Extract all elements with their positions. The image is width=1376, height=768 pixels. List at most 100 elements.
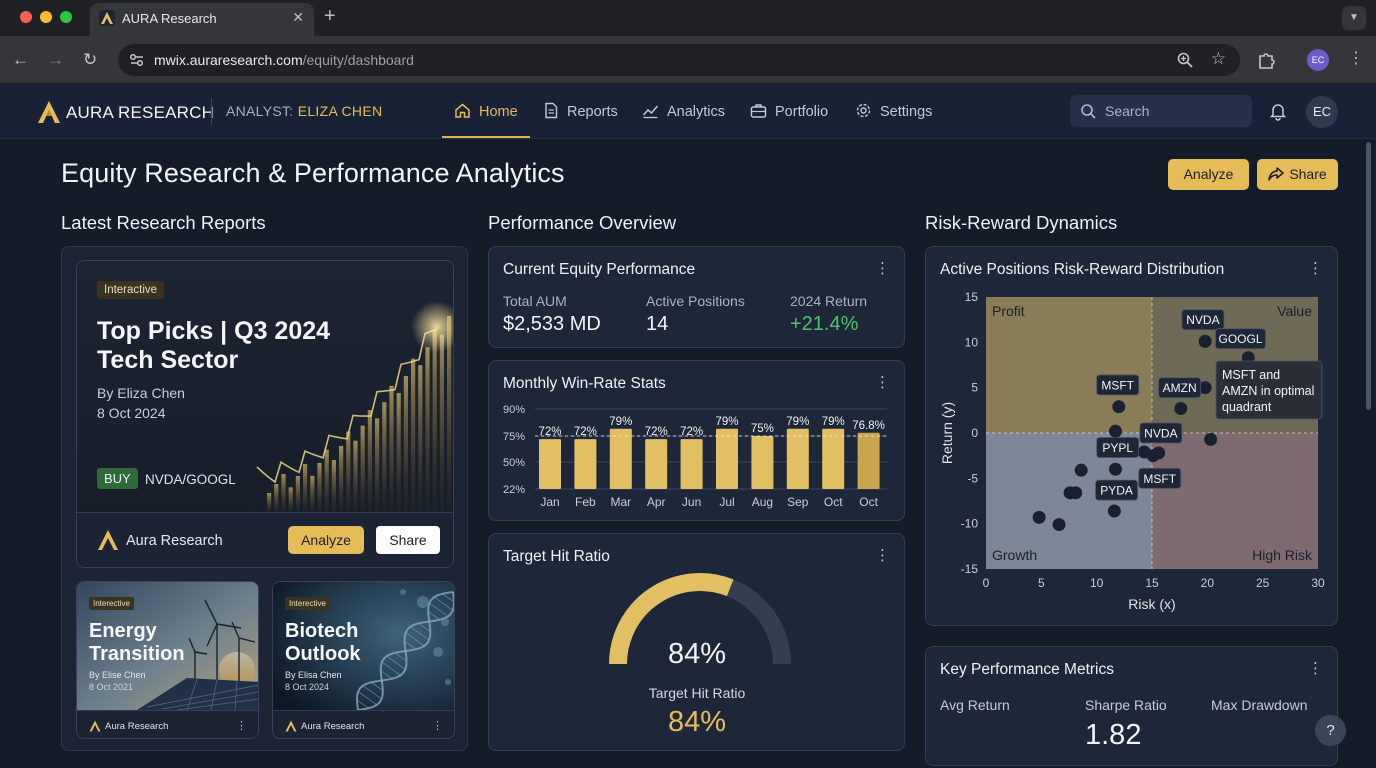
helix-rung xyxy=(357,691,378,706)
zoom-icon[interactable] xyxy=(1176,51,1194,69)
nav-home[interactable]: Home xyxy=(454,102,518,120)
energy-title-line1: Energy xyxy=(89,620,157,642)
analyst-info: ANALYST: ELIZA CHEN xyxy=(226,103,382,119)
helix-rung xyxy=(394,652,407,662)
winrate-card-title: Monthly Win-Rate Stats xyxy=(503,375,666,392)
scatter-xtick-label: 30 xyxy=(1311,576,1325,590)
scatter-xtick-label: 25 xyxy=(1256,576,1270,590)
featured-report-card[interactable]: Interactive Top Picks | Q3 2024 Tech Sect… xyxy=(76,260,454,568)
forward-arrow-icon[interactable]: → xyxy=(47,50,64,69)
search-box[interactable]: Search xyxy=(1070,95,1252,127)
helix-rungs xyxy=(356,593,454,709)
target-more-menu-icon[interactable]: ⋮ xyxy=(875,547,890,564)
active-positions-label: Active Positions xyxy=(646,293,745,309)
scatter-x-axis-label: Risk (x) xyxy=(1128,596,1175,612)
browser-menu-icon[interactable]: ⋮ xyxy=(1348,50,1364,67)
brand-name[interactable]: AURA RESEARCH xyxy=(66,103,215,122)
bell-icon[interactable] xyxy=(1268,101,1288,121)
aura-logo-icon xyxy=(285,720,297,732)
winrate-ytick-label: 75% xyxy=(503,431,525,443)
risk-card-title: Active Positions Risk-Reward Distributio… xyxy=(940,261,1225,278)
minimize-window-button[interactable] xyxy=(40,11,52,23)
scatter-xtick-label: 15 xyxy=(1145,576,1159,590)
cover-bar xyxy=(353,440,358,513)
bookmark-star-icon[interactable]: ☆ xyxy=(1210,49,1226,68)
energy-more-menu-icon[interactable]: ⋮ xyxy=(236,720,247,732)
scatter-point xyxy=(1198,334,1212,348)
cover-bar xyxy=(403,376,408,513)
back-arrow-icon[interactable]: ← xyxy=(12,50,29,69)
helix-rung xyxy=(362,685,382,700)
biotech-more-menu-icon[interactable]: ⋮ xyxy=(432,720,443,732)
risk-more-menu-icon[interactable]: ⋮ xyxy=(1308,260,1323,277)
report-share-button[interactable]: Share xyxy=(376,526,440,554)
biotech-report-footer: Aura Research ⋮ xyxy=(273,710,454,738)
energy-report-title[interactable]: Energy Transition xyxy=(89,620,185,666)
energy-report-card[interactable]: Interective Energy Transition By Elise Ch… xyxy=(76,581,259,739)
winrate-card: Monthly Win-Rate Stats ⋮ 22% 50% 75% 90% 72%… xyxy=(488,360,905,521)
address-bar[interactable]: mwix.auraresearch.com/equity/dashboard ☆ xyxy=(118,44,1240,76)
search-input[interactable]: Search xyxy=(1105,103,1150,119)
featured-tickers: NVDA/GOOGL xyxy=(145,472,236,487)
site-settings-icon[interactable] xyxy=(128,51,146,69)
scatter-point-label: NVDA xyxy=(1186,313,1219,327)
cover-trend-line xyxy=(256,328,438,484)
winrate-bar-chart: 22% 50% 75% 90% 72% Jan 72% Feb 79% Mar 72% Apr 72% J… xyxy=(503,404,887,509)
page-scrollbar[interactable] xyxy=(1366,142,1371,410)
kpi-more-menu-icon[interactable]: ⋮ xyxy=(1308,660,1323,677)
report-analyze-button[interactable]: Analyze xyxy=(288,526,364,554)
tab-search-button[interactable]: ▼ xyxy=(1342,6,1366,30)
winrate-xtick-label: Feb xyxy=(575,495,596,509)
max-drawdown-label: Max Drawdown xyxy=(1211,697,1308,713)
browser-profile-avatar[interactable]: EC xyxy=(1307,49,1329,71)
new-tab-icon[interactable]: + xyxy=(324,5,336,27)
help-button[interactable]: ? xyxy=(1315,715,1346,746)
cover-bar xyxy=(425,347,430,513)
aura-logo-icon xyxy=(38,101,60,123)
tab-close-icon[interactable]: ✕ xyxy=(292,9,304,25)
scatter-label-box xyxy=(1096,437,1140,458)
browser-tab[interactable]: AURA Research ✕ xyxy=(90,3,314,36)
scatter-xtick-label: 20 xyxy=(1201,576,1215,590)
nav-analytics[interactable]: Analytics xyxy=(642,102,725,120)
total-aum-label: Total AUM xyxy=(503,293,567,309)
cover-bar xyxy=(360,425,365,513)
biotech-title-line2: Outlook xyxy=(285,643,361,665)
analyze-button[interactable]: Analyze xyxy=(1168,159,1249,190)
interactive-badge: Interective xyxy=(89,597,134,610)
close-window-button[interactable] xyxy=(20,11,32,23)
scatter-ytick-label: 0 xyxy=(971,426,978,440)
extensions-puzzle-icon[interactable] xyxy=(1256,50,1276,70)
target-card-title: Target Hit Ratio xyxy=(503,548,610,565)
reload-icon[interactable]: ↻ xyxy=(83,50,98,69)
user-avatar[interactable]: EC xyxy=(1306,96,1338,128)
biotech-report-title[interactable]: Biotech Outlook xyxy=(285,620,361,666)
biotech-title-line1: Biotech xyxy=(285,620,359,642)
cover-bar xyxy=(432,329,437,513)
helix-rung xyxy=(433,596,454,611)
maximize-window-button[interactable] xyxy=(60,11,72,23)
featured-report-title[interactable]: Top Picks | Q3 2024 Tech Sector xyxy=(97,317,357,375)
energy-report-footer: Aura Research ⋮ xyxy=(77,710,258,738)
interactive-badge: Interective xyxy=(285,597,330,610)
helix-rung xyxy=(386,655,406,670)
scatter-point-label: MSFT xyxy=(1143,472,1176,486)
total-aum-value: $2,533 MD xyxy=(503,313,601,335)
biotech-report-card[interactable]: Interective Biotech Outlook By Elisa Chen… xyxy=(272,581,455,739)
nav-portfolio[interactable]: Portfolio xyxy=(750,102,828,120)
winrate-more-menu-icon[interactable]: ⋮ xyxy=(875,374,890,391)
nav-settings[interactable]: Settings xyxy=(855,102,932,120)
cover-bar xyxy=(439,334,444,513)
helix-rung xyxy=(418,622,431,632)
share-button-label: Share xyxy=(1289,166,1327,182)
scatter-y-axis-label: Return (y) xyxy=(939,402,955,464)
scatter-point xyxy=(1146,449,1160,463)
aura-logo-icon xyxy=(98,530,118,550)
scatter-ytick-label: -15 xyxy=(961,562,979,576)
featured-report-author: By Eliza Chen xyxy=(97,385,185,401)
cover-bar xyxy=(382,402,387,513)
equity-more-menu-icon[interactable]: ⋮ xyxy=(875,260,890,277)
nav-reports[interactable]: Reports xyxy=(543,102,618,120)
share-button[interactable]: Share xyxy=(1257,159,1338,190)
energy-report-date: 8 Oct 2021 xyxy=(89,682,134,692)
